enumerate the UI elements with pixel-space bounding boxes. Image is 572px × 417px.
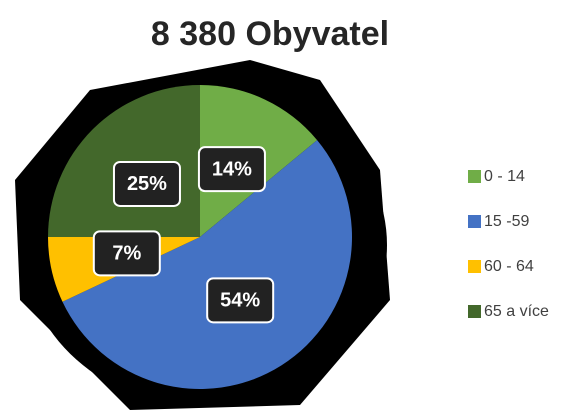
- legend-swatch: [468, 215, 481, 228]
- label-box: [92, 230, 161, 277]
- legend-label: 65 a více: [484, 303, 549, 320]
- legend-swatch: [468, 260, 481, 273]
- value-label: 14%: [212, 158, 252, 180]
- legend-label: 0 - 14: [484, 168, 525, 185]
- value-labels: 14% 54% 7% 25%: [92, 146, 275, 324]
- legend-swatch: [468, 170, 481, 183]
- label-box: [112, 160, 181, 207]
- value-label: 7%: [112, 243, 141, 265]
- slice: [62, 140, 352, 389]
- value-label: 54%: [220, 290, 260, 312]
- legend-label: 15 -59: [484, 213, 529, 230]
- legend: 0 - 14 15 -59 60 - 64 65 a více: [468, 168, 549, 320]
- legend-label: 60 - 64: [484, 258, 534, 275]
- legend-swatch: [468, 305, 481, 318]
- value-label: 25%: [127, 173, 167, 195]
- label-box: [206, 277, 275, 324]
- chart-title: 8 380 Obyvatel: [151, 15, 389, 53]
- label-box: [197, 146, 266, 193]
